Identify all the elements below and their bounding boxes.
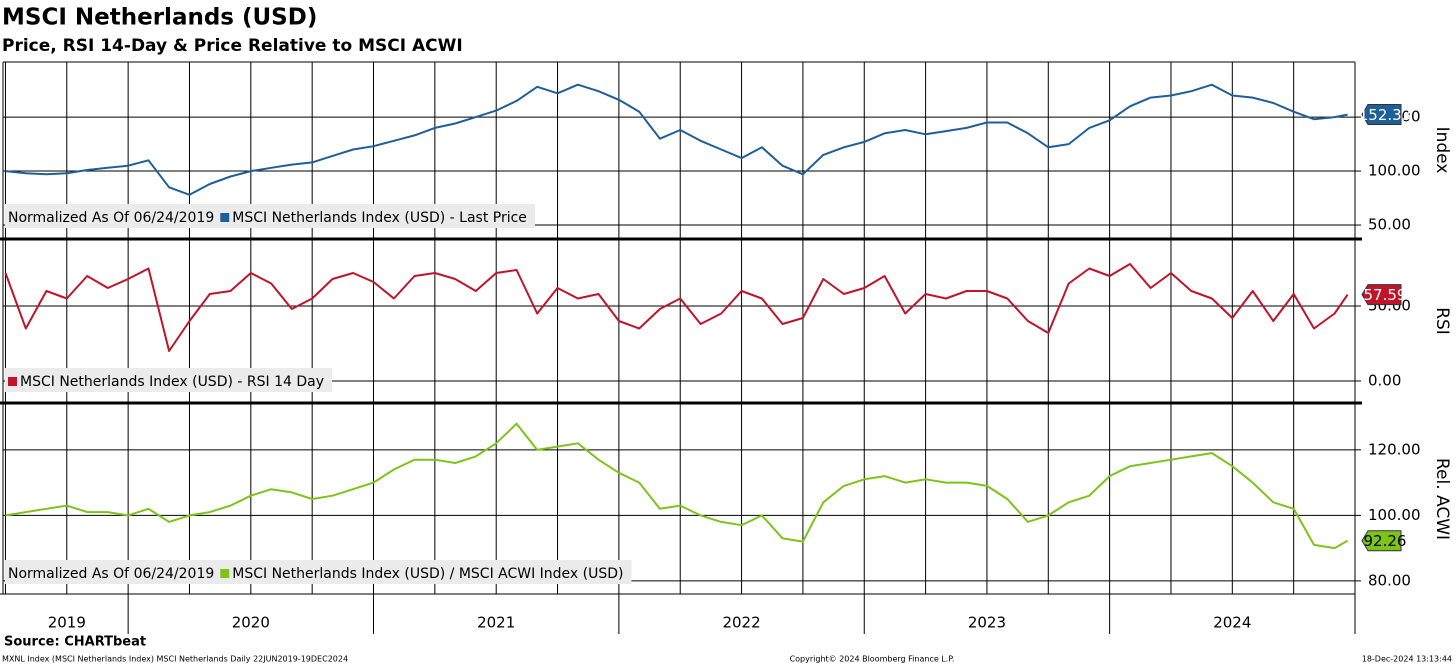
legend-background <box>5 560 632 584</box>
legend-label: MSCI Netherlands Index (USD) - RSI 14 Da… <box>20 374 324 390</box>
legend-swatch <box>8 377 17 386</box>
series-line <box>4 263 1349 352</box>
legend: Normalized As Of 06/24/2019 MSCI Netherla… <box>5 560 632 584</box>
legend-note: Normalized As Of 06/24/2019 <box>8 566 214 582</box>
y-tick-label: 100.00 <box>1368 506 1421 524</box>
x-tick-label: 2021 <box>477 614 515 632</box>
x-tick-label: 2022 <box>722 614 760 632</box>
y-tick-label: 0.00 <box>1368 372 1401 390</box>
source: Source: CHARTbeat <box>4 635 146 650</box>
y-tick-label: 80.00 <box>1368 571 1411 589</box>
last-value-tag <box>1361 104 1402 126</box>
last-value-label: 152.33 <box>1359 106 1412 124</box>
chart-subtitle: Price, RSI 14-Day & Price Relative to MS… <box>2 36 463 56</box>
x-tick-label: 2020 <box>232 614 270 632</box>
legend: MSCI Netherlands Index (USD) - RSI 14 Da… <box>5 368 332 392</box>
last-value-label: 57.59 <box>1364 286 1407 304</box>
y-tick-label: 120.00 <box>1368 440 1421 458</box>
last-value-tag <box>1361 284 1402 306</box>
footer-center: Copyright© 2024 Bloomberg Finance L.P. <box>790 655 955 664</box>
legend-background <box>5 204 535 228</box>
legend: Normalized As Of 06/24/2019 MSCI Netherla… <box>5 204 535 228</box>
legend-label: MSCI Netherlands Index (USD) - Last Pric… <box>232 210 527 226</box>
y-axis-label: RSI <box>1432 307 1452 335</box>
legend-note: Normalized As Of 06/24/2019 <box>8 210 214 226</box>
series-line <box>5 83 1348 196</box>
y-axis-label: Index <box>1432 127 1452 174</box>
legend-label: MSCI Netherlands Index (USD) / MSCI ACWI… <box>232 566 623 582</box>
x-tick-label: 2024 <box>1213 614 1251 632</box>
last-value-tag <box>1361 530 1402 552</box>
footer-left: MXNL Index (MSCI Netherlands Index) MSCI… <box>2 655 348 664</box>
legend-background <box>5 368 332 392</box>
x-tick-label: 2023 <box>968 614 1006 632</box>
footer-right: 18-Dec-2024 13:13:44 <box>1362 655 1452 664</box>
y-axis-label: Rel. ACWI <box>1432 458 1452 540</box>
last-value-label: 92.26 <box>1364 532 1407 550</box>
legend-swatch <box>220 213 230 222</box>
series-line <box>5 422 1349 550</box>
legend-swatch <box>220 569 230 578</box>
y-tick-label: 100.00 <box>1368 162 1421 180</box>
y-tick-label: 50.00 <box>1368 216 1411 234</box>
chart-title: MSCI Netherlands (USD) <box>2 5 317 31</box>
x-tick-label: 2019 <box>48 614 86 632</box>
